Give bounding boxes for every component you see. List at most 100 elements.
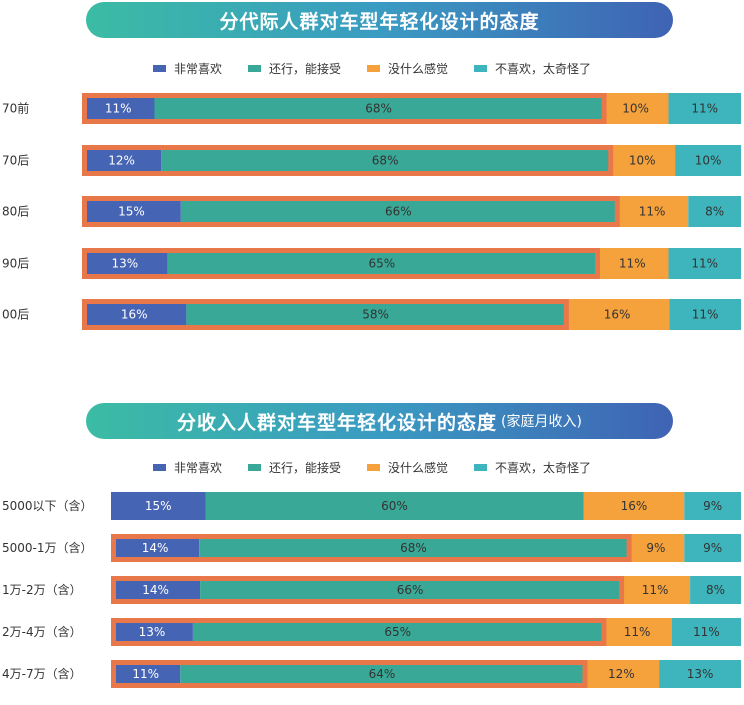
legend-item-ok-accept: 还行，能接受 — [247, 458, 341, 476]
data-label: 68% — [372, 154, 399, 168]
data-label: 10% — [622, 102, 649, 116]
chart2-subtitle: (家庭月收入) — [501, 414, 582, 430]
highlight-outline — [82, 248, 601, 279]
data-label: 12% — [608, 667, 635, 681]
bar-segment-3 — [615, 196, 689, 227]
data-label: 14% — [142, 583, 169, 597]
legend-swatch — [152, 463, 166, 471]
bar-segment-2 — [167, 248, 597, 279]
row-label: 1万-2万（含） — [2, 582, 82, 597]
data-label: 13% — [139, 625, 166, 639]
bar-segment-4 — [684, 492, 741, 520]
bar-segment-3 — [583, 492, 685, 520]
row-label: 70后 — [2, 154, 29, 168]
data-label: 11% — [624, 625, 651, 639]
legend-item-ok-accept: 还行，能接受 — [247, 59, 341, 77]
data-label: 11% — [691, 257, 718, 271]
highlight-outline — [111, 618, 607, 646]
legend-item-no-feeling: 没什么感觉 — [367, 458, 448, 476]
highlight-outline — [82, 93, 607, 124]
row-label: 5000-1万（含） — [2, 540, 93, 555]
data-label: 10% — [695, 154, 722, 168]
bar-segment-2 — [186, 299, 565, 330]
data-label: 11% — [639, 205, 666, 219]
legend-item-very-like: 非常喜欢 — [152, 458, 222, 476]
bar-segment-1 — [82, 196, 181, 227]
bar-segment-3 — [627, 534, 685, 562]
row-label: 5000以下（含） — [2, 498, 93, 513]
bar-segment-2 — [154, 93, 603, 124]
bar-segment-3 — [564, 299, 670, 330]
legend-swatch — [367, 463, 380, 471]
row-label: 4万-7万（含） — [2, 666, 82, 681]
bar-segment-3 — [609, 145, 676, 176]
chart2-title-banner: 分收入人群对车型年轻化设计的态度 (家庭月收入) — [86, 403, 673, 439]
data-label: 68% — [400, 541, 427, 555]
bar-segment-1 — [82, 248, 168, 279]
data-label: 16% — [121, 308, 148, 322]
bar-segment-4 — [668, 248, 741, 279]
highlight-outline — [82, 196, 620, 227]
bar-segment-4 — [690, 576, 741, 604]
bar-segment-2 — [205, 492, 584, 520]
data-label: 11% — [619, 257, 646, 271]
row-label: 2万-4万（含） — [2, 624, 82, 639]
bar-segment-2 — [180, 196, 616, 227]
data-label: 11% — [105, 102, 132, 116]
data-label: 11% — [132, 667, 159, 681]
data-label: 12% — [108, 154, 135, 168]
row-label: 00后 — [2, 308, 29, 322]
bar-segment-2 — [161, 145, 610, 176]
data-label: 9% — [703, 541, 722, 555]
chart1-title: 分代际人群对车型年轻化设计的态度 — [219, 10, 540, 33]
data-label: 65% — [384, 625, 411, 639]
bar-segment-3 — [596, 248, 669, 279]
bar-segment-4 — [675, 145, 741, 176]
data-label: 13% — [111, 257, 138, 271]
bar-segment-4 — [659, 660, 741, 688]
bar-segment-3 — [602, 618, 672, 646]
legend-swatch — [247, 64, 261, 72]
bar-segment-4 — [684, 534, 741, 562]
legend-swatch — [152, 64, 166, 72]
legend-swatch — [367, 64, 380, 72]
row-label: 70前 — [2, 101, 29, 116]
bar-segment-1 — [82, 299, 187, 330]
bar-segment-4 — [688, 196, 741, 227]
row-label: 80后 — [2, 205, 29, 219]
data-label: 58% — [362, 308, 389, 322]
data-label: 11% — [693, 625, 720, 639]
data-label: 16% — [621, 499, 648, 513]
bar-segment-1 — [111, 492, 206, 520]
bar-segment-3 — [602, 93, 669, 124]
row-label: 90后 — [2, 257, 29, 271]
bar-segment-3 — [583, 660, 660, 688]
data-label: 15% — [118, 205, 145, 219]
chart2-legend: 非常喜欢 还行，能接受 没什么感觉 不喜欢，太奇怪了 — [0, 458, 744, 476]
data-label: 15% — [145, 499, 172, 513]
legend-swatch — [474, 463, 488, 471]
data-label: 11% — [692, 308, 719, 322]
data-label: 16% — [604, 308, 631, 322]
data-label: 11% — [642, 583, 669, 597]
legend-swatch — [474, 64, 488, 72]
data-label: 9% — [646, 541, 665, 555]
data-label: 14% — [142, 541, 169, 555]
legend-item-no-feeling: 没什么感觉 — [367, 59, 448, 77]
bar-segment-4 — [671, 618, 741, 646]
data-label: 8% — [706, 583, 725, 597]
highlight-outline — [111, 534, 632, 562]
highlight-outline — [111, 660, 588, 688]
data-label: 8% — [705, 205, 724, 219]
legend-item-dislike: 不喜欢，太奇怪了 — [474, 59, 591, 77]
data-label: 9% — [703, 499, 722, 513]
data-label: 65% — [369, 257, 396, 271]
bar-segment-4 — [669, 299, 741, 330]
legend-item-very-like: 非常喜欢 — [152, 59, 222, 77]
chart1-legend: 非常喜欢 还行，能接受 没什么感觉 不喜欢，太奇怪了 — [0, 59, 744, 77]
chart1-title-banner: 分代际人群对车型年轻化设计的态度 — [86, 2, 673, 38]
chart2-title: 分收入人群对车型年轻化设计的态度 — [177, 411, 498, 434]
data-label: 60% — [381, 499, 408, 513]
bar-segment-1 — [82, 93, 155, 124]
